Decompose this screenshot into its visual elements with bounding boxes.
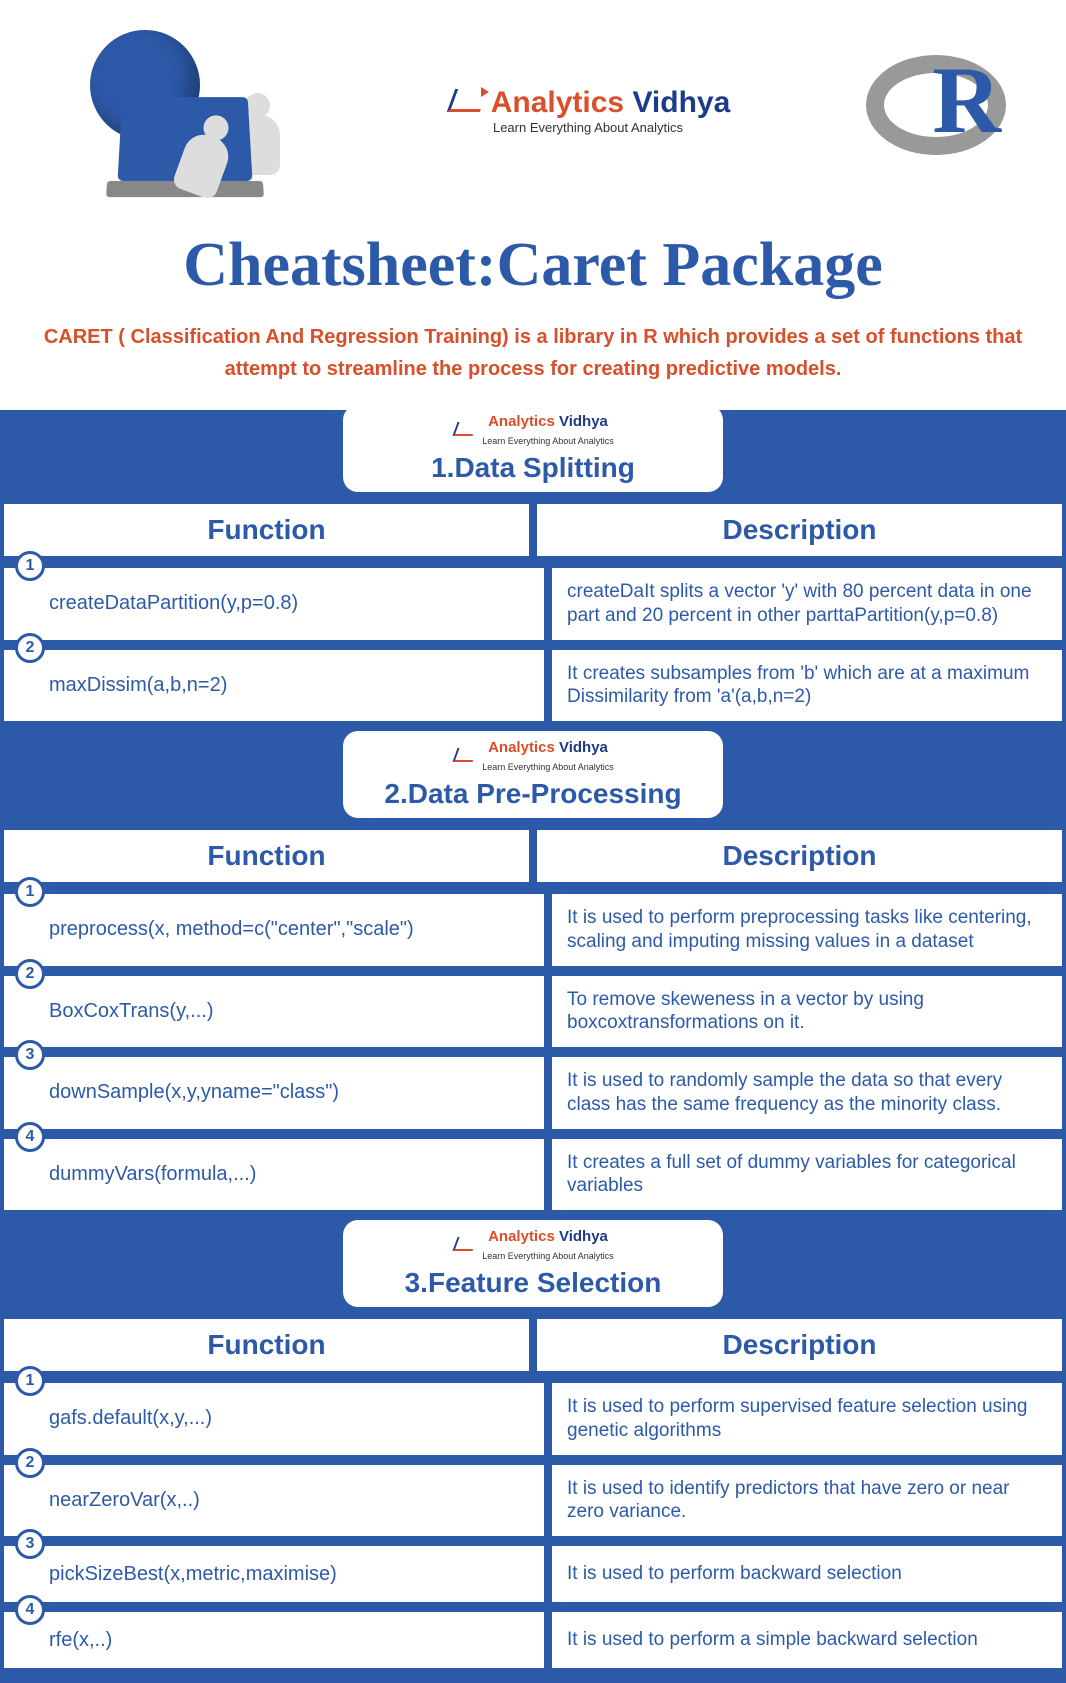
section-header: Analytics VidhyaLearn Everything About A… [343, 1220, 723, 1307]
brand-tagline: Learn Everything About Analytics [446, 120, 731, 135]
page-title: Cheatsheet:Caret Package [0, 220, 1066, 321]
description-cell: It creates subsamples from 'b' which are… [550, 648, 1064, 724]
intro-text: CARET ( Classification And Regression Tr… [0, 321, 1066, 410]
function-cell: maxDissim(a,b,n=2) [2, 648, 546, 724]
r-letter: R [932, 45, 1001, 155]
brand-part1: Analytics [491, 86, 624, 119]
section: Analytics VidhyaLearn Everything About A… [0, 410, 1066, 736]
column-headers: FunctionDescription [0, 1312, 1066, 1378]
col-description: Description [535, 502, 1064, 558]
function-cell: downSample(x,y,yname="class") [2, 1055, 546, 1131]
description-cell: It is used to perform a simple backward … [550, 1610, 1064, 1670]
description-cell: It is used to perform preprocessing task… [550, 892, 1064, 968]
table-row: 3pickSizeBest(x,metric,maximise)It is us… [0, 1541, 1066, 1607]
col-function: Function [2, 828, 531, 884]
table-row: 2maxDissim(a,b,n=2)It creates subsamples… [0, 645, 1066, 727]
col-function: Function [2, 502, 531, 558]
section-header: Analytics VidhyaLearn Everything About A… [343, 405, 723, 492]
description-cell: createDaIt splits a vector 'y' with 80 p… [550, 566, 1064, 642]
description-cell: It is used to identify predictors that h… [550, 1463, 1064, 1539]
row-number: 2 [15, 633, 45, 663]
table-row: 4rfe(x,..)It is used to perform a simple… [0, 1607, 1066, 1673]
section-title: 2.Data Pre-Processing [358, 775, 708, 810]
section-header: Analytics VidhyaLearn Everything About A… [343, 731, 723, 818]
description-cell: It is used to perform backward selection [550, 1544, 1064, 1604]
section: Analytics VidhyaLearn Everything About A… [0, 1225, 1066, 1683]
col-function: Function [2, 1317, 531, 1373]
function-cell: BoxCoxTrans(y,...) [2, 974, 546, 1050]
mini-logo: Analytics VidhyaLearn Everything About A… [452, 739, 614, 775]
function-cell: rfe(x,..) [2, 1610, 546, 1670]
description-cell: It is used to perform supervised feature… [550, 1381, 1064, 1457]
function-cell: gafs.default(x,y,...) [2, 1381, 546, 1457]
globe-illustration [60, 20, 310, 200]
table-row: 1createDataPartition(y,p=0.8)createDaIt … [0, 563, 1066, 645]
table-row: 2nearZeroVar(x,..)It is used to identify… [0, 1460, 1066, 1542]
header: Analytics Vidhya Learn Everything About … [0, 0, 1066, 220]
table-row: 3downSample(x,y,yname="class")It is used… [0, 1052, 1066, 1134]
row-number: 2 [15, 1448, 45, 1478]
description-cell: To remove skeweness in a vector by using… [550, 974, 1064, 1050]
function-cell: nearZeroVar(x,..) [2, 1463, 546, 1539]
column-headers: FunctionDescription [0, 823, 1066, 889]
table-row: 2BoxCoxTrans(y,...)To remove skeweness i… [0, 971, 1066, 1053]
section-title: 3.Feature Selection [358, 1264, 708, 1299]
r-logo: R [866, 55, 1006, 165]
function-cell: preprocess(x, method=c("center","scale") [2, 892, 546, 968]
row-number: 1 [15, 1366, 45, 1396]
table-row: 1preprocess(x, method=c("center","scale"… [0, 889, 1066, 971]
brand-part2: Vidhya [632, 86, 730, 119]
function-cell: pickSizeBest(x,metric,maximise) [2, 1544, 546, 1604]
row-number: 3 [15, 1529, 45, 1559]
mini-logo: Analytics VidhyaLearn Everything About A… [452, 413, 614, 449]
row-number: 3 [15, 1040, 45, 1070]
mini-logo: Analytics VidhyaLearn Everything About A… [452, 1228, 614, 1264]
table-row: 1gafs.default(x,y,...)It is used to perf… [0, 1378, 1066, 1460]
function-cell: createDataPartition(y,p=0.8) [2, 566, 546, 642]
description-cell: It creates a full set of dummy variables… [550, 1137, 1064, 1213]
row-number: 4 [15, 1122, 45, 1152]
section-title: 1.Data Splitting [358, 449, 708, 484]
section: Analytics VidhyaLearn Everything About A… [0, 736, 1066, 1225]
row-number: 4 [15, 1595, 45, 1625]
col-description: Description [535, 828, 1064, 884]
description-cell: It is used to randomly sample the data s… [550, 1055, 1064, 1131]
table-row: 4dummyVars(formula,...)It creates a full… [0, 1134, 1066, 1216]
col-description: Description [535, 1317, 1064, 1373]
analytics-vidhya-logo: Analytics Vidhya Learn Everything About … [446, 86, 731, 135]
column-headers: FunctionDescription [0, 497, 1066, 563]
arrow-icon [446, 89, 491, 119]
row-number: 2 [15, 959, 45, 989]
row-number: 1 [15, 551, 45, 581]
row-number: 1 [15, 877, 45, 907]
function-cell: dummyVars(formula,...) [2, 1137, 546, 1213]
